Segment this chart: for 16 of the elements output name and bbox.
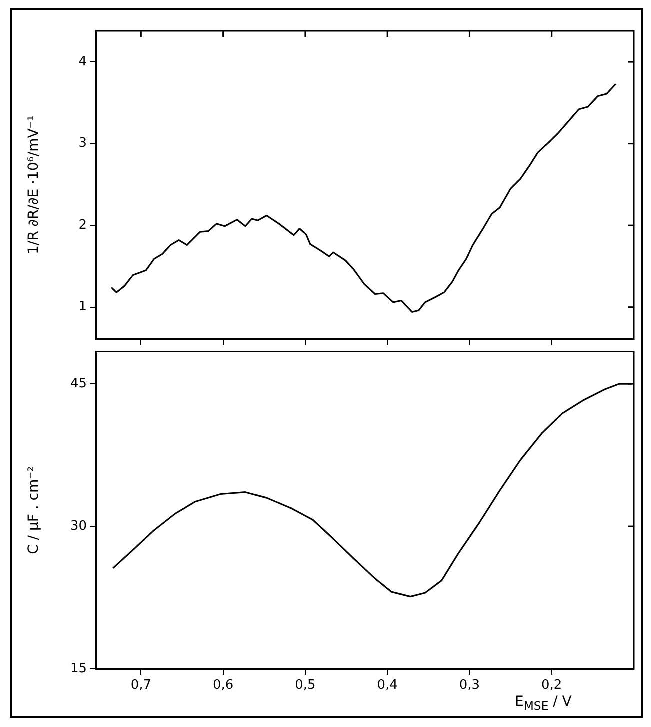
x-tick-label: 0,2 [542,678,562,694]
x-tick-label: 0,3 [459,678,480,694]
y-axis-title: 1/R ∂R/∂E ·10⁶/mV⁻¹ [26,116,42,255]
y-tick-label: 15 [70,661,87,676]
x-tick-label: 0,7 [130,678,152,694]
x-tick-label: 0,5 [295,678,316,694]
y-tick-label: 3 [78,136,87,152]
x-tick-label: 0,6 [212,678,234,694]
y-tick-label: 1 [78,300,87,315]
y-tick-label: 2 [78,218,87,233]
y-tick-label: 45 [70,376,87,392]
y-tick-label: 30 [70,518,87,534]
y-tick-label: 4 [78,54,87,70]
y-axis-title: C / µF . cm⁻² [26,466,42,554]
x-tick-label: 0,4 [377,678,398,694]
x-axis-title: E$_{MSE}$ / V [515,694,572,713]
